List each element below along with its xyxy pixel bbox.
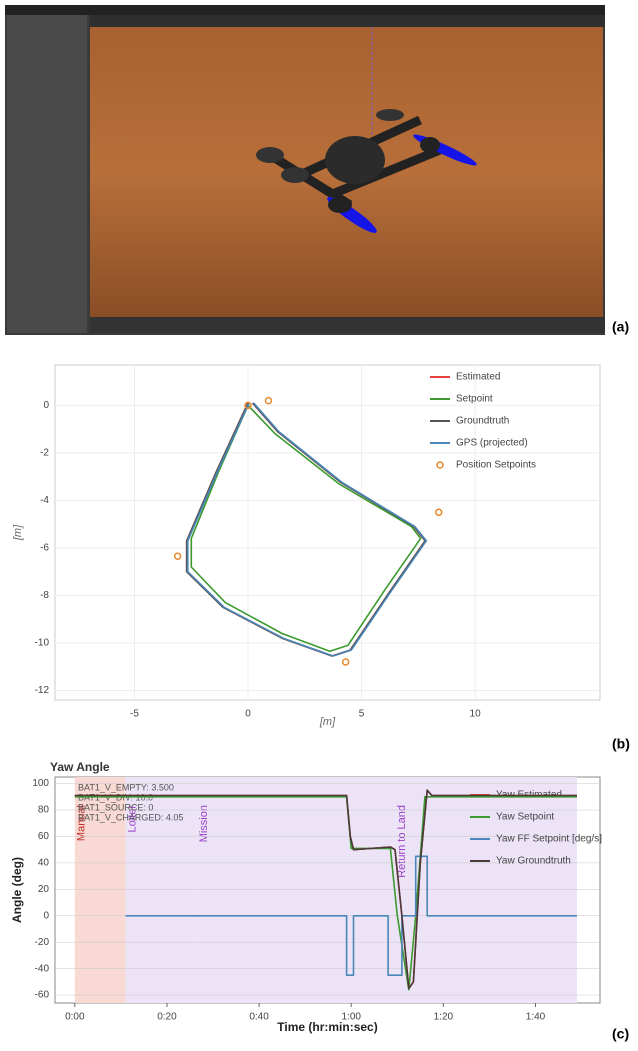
side-panel <box>7 15 87 333</box>
x-tick-label: -5 <box>130 709 139 720</box>
x-tick-label: 0:00 <box>65 1012 85 1023</box>
x-tick-label: 10 <box>470 709 482 720</box>
y-tick-label: -20 <box>35 937 50 948</box>
y-tick-label: 100 <box>32 778 49 789</box>
x-tick-label: 0 <box>245 709 251 720</box>
legend-label: Yaw FF Setpoint [deg/s] <box>496 834 602 845</box>
annotation: BAT1_V_EMPTY: 3.500 <box>78 782 174 792</box>
annotation: BAT1_SOURCE: 0 <box>78 802 153 812</box>
legend-label: Yaw Setpoint <box>496 812 554 823</box>
y-tick-label: 40 <box>38 858 50 869</box>
simulator-screenshot <box>5 5 605 335</box>
legend-label: GPS (projected) <box>456 438 528 449</box>
legend-label: Groundtruth <box>456 416 509 427</box>
x-tick-label: 0:20 <box>157 1012 177 1023</box>
menu-bar <box>5 5 605 15</box>
y-tick-label: 60 <box>38 831 50 842</box>
y-tick-label: 0 <box>43 400 49 411</box>
panel-label: (c) <box>612 1026 629 1042</box>
y-tick-label: -12 <box>35 685 50 696</box>
y-tick-label: 80 <box>38 805 50 816</box>
x-tick-label: 1:40 <box>526 1012 546 1023</box>
chart-title: Yaw Angle <box>50 760 110 774</box>
y-tick-label: -6 <box>40 543 49 554</box>
legend-label: Setpoint <box>456 394 493 405</box>
y-tick-label: -2 <box>40 448 49 459</box>
y-tick-label: 20 <box>38 884 50 895</box>
x-tick-label: 1:20 <box>434 1012 454 1023</box>
legend-label: Estimated <box>456 372 500 383</box>
panel-label: (a) <box>612 319 629 335</box>
y-tick-label: 0 <box>43 910 49 921</box>
y-tick-label: -40 <box>35 963 50 974</box>
y-axis-label: [m] <box>12 524 24 541</box>
y-tick-label: -10 <box>35 638 50 649</box>
y-tick-label: -4 <box>40 495 49 506</box>
y-axis-label: Angle (deg) <box>10 857 24 923</box>
x-axis-label: [m] <box>319 716 336 728</box>
panel-label: (b) <box>612 736 630 752</box>
legend-label: Yaw Groundtruth <box>496 856 571 867</box>
legend-label: Position Setpoints <box>456 460 536 471</box>
status-bar <box>90 317 605 333</box>
figure: (a) (b) (c) -12-10-8-6-4-20-50510[m][m]E… <box>0 0 638 1046</box>
mode-region <box>197 777 395 1003</box>
toolbar <box>90 15 605 27</box>
annotation: BAT1_V_CHARGED: 4.05 <box>78 812 183 822</box>
x-tick-label: 0:40 <box>249 1012 269 1023</box>
y-tick-label: -8 <box>40 590 49 601</box>
y-tick-label: -60 <box>35 990 50 1001</box>
mode-label: Return to Land <box>396 805 408 878</box>
x-tick-label: 5 <box>359 709 365 720</box>
x-axis-label: Time (hr:min:sec) <box>277 1020 377 1034</box>
